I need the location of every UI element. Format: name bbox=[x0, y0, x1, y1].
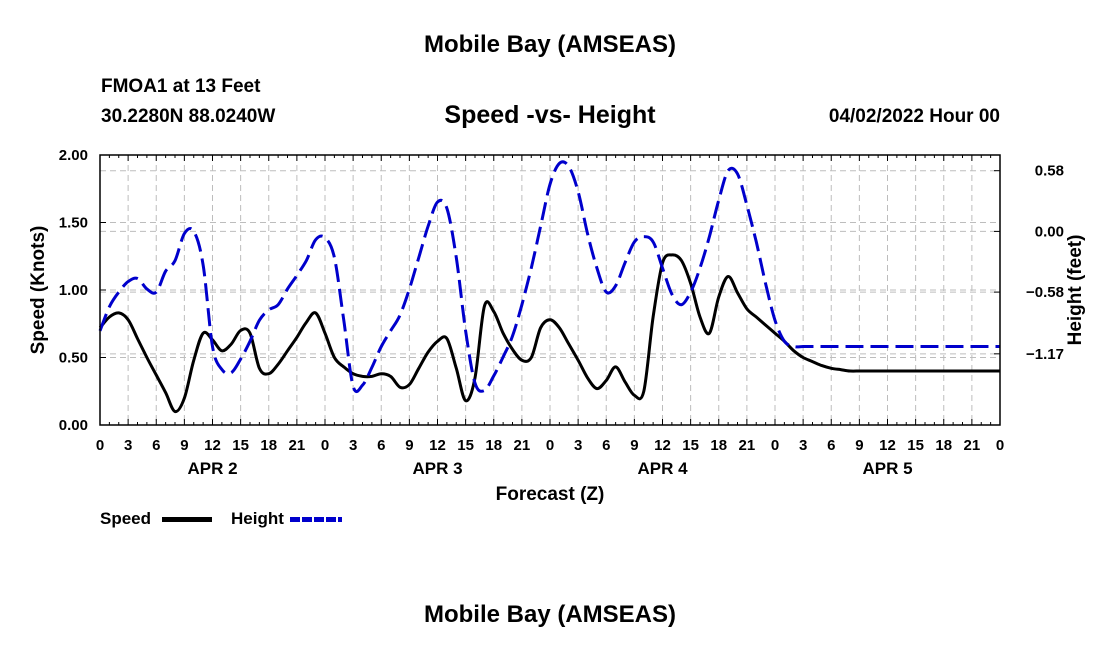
y2-tick-label: 0.00 bbox=[1035, 223, 1064, 240]
y-tick-label: 0.50 bbox=[59, 350, 88, 367]
x-tick-label: 21 bbox=[514, 437, 531, 454]
x-tick-label: 9 bbox=[405, 437, 413, 454]
x-tick-label: 0 bbox=[996, 437, 1004, 454]
x-tick-label: 6 bbox=[152, 437, 160, 454]
x-tick-label: 18 bbox=[260, 437, 277, 454]
x-tick-label: 3 bbox=[574, 437, 582, 454]
y-tick-label: 2.00 bbox=[59, 147, 88, 164]
speed-height-chart: 0 3 6 9 12 15 18 21 0 3 6 9 12 15 18 21 0 3 6 9 12 15 18 21 0 3 6 9… bbox=[28, 147, 1086, 505]
legend-speed-swatch bbox=[162, 517, 212, 522]
x-tick-label: 15 bbox=[457, 437, 474, 454]
y2-tick-label: 0.58 bbox=[1035, 163, 1064, 180]
x-tick-label: 15 bbox=[682, 437, 699, 454]
x-tick-label: 18 bbox=[485, 437, 502, 454]
y-axis-title: Speed (Knots) bbox=[28, 226, 49, 355]
x-tick-label: 3 bbox=[124, 437, 132, 454]
x-tick-label: 0 bbox=[321, 437, 329, 454]
x-tick-label: 9 bbox=[630, 437, 638, 454]
legend-speed-label: Speed bbox=[100, 509, 152, 528]
x-tick-label: 15 bbox=[907, 437, 924, 454]
day-label: APR 4 bbox=[637, 459, 688, 478]
y2-tick-label: −1.17 bbox=[1026, 346, 1064, 363]
series-layer bbox=[98, 160, 1000, 414]
day-label: APR 5 bbox=[862, 459, 912, 478]
station-name: FMOA1 at 13 Feet bbox=[101, 76, 261, 97]
series-line-height bbox=[98, 160, 1000, 394]
y-tick-label: 1.00 bbox=[59, 282, 88, 299]
x-tick-label: 9 bbox=[855, 437, 863, 454]
y-tick-label: 0.00 bbox=[59, 417, 88, 434]
legend-height-swatch bbox=[290, 517, 342, 522]
x-tick-label: 12 bbox=[654, 437, 671, 454]
x-tick-label: 0 bbox=[96, 437, 104, 454]
x-tick-label: 0 bbox=[546, 437, 554, 454]
x-tick-label: 18 bbox=[710, 437, 727, 454]
station-location: 30.2280N 88.0240W bbox=[101, 106, 276, 127]
x-tick-label: 21 bbox=[739, 437, 756, 454]
x-tick-label: 12 bbox=[204, 437, 221, 454]
x-tick-label: 15 bbox=[232, 437, 249, 454]
label-layer: 0 3 6 9 12 15 18 21 0 3 6 9 12 15 18 21 0 3 6 9 12 15 18 21 0 3 6 9… bbox=[28, 147, 1086, 505]
day-label: APR 2 bbox=[187, 459, 237, 478]
x-axis-title: Forecast (Z) bbox=[496, 484, 605, 505]
chart-main-title: Mobile Bay (AMSEAS) bbox=[423, 31, 677, 58]
x-tick-label: 9 bbox=[180, 437, 188, 454]
x-tick-label: 18 bbox=[935, 437, 952, 454]
x-tick-label: 6 bbox=[602, 437, 610, 454]
x-tick-label: 21 bbox=[964, 437, 981, 454]
legend-height-label: Height bbox=[231, 509, 284, 528]
x-tick-label: 12 bbox=[429, 437, 446, 454]
y-tick-label: 1.50 bbox=[59, 215, 88, 232]
x-tick-label: 6 bbox=[827, 437, 835, 454]
x-tick-label: 6 bbox=[377, 437, 385, 454]
x-tick-label: 12 bbox=[879, 437, 896, 454]
footer-title: Mobile Bay (AMSEAS) bbox=[423, 601, 677, 628]
grid-layer bbox=[100, 155, 1000, 425]
forecast-datetime: 04/02/2022 Hour 00 bbox=[828, 106, 1000, 127]
y2-axis-title: Height (feet) bbox=[1065, 235, 1086, 346]
x-tick-label: 3 bbox=[799, 437, 807, 454]
x-tick-label: 0 bbox=[771, 437, 779, 454]
y2-tick-label: −0.58 bbox=[1026, 284, 1064, 301]
x-tick-label: 21 bbox=[289, 437, 306, 454]
series-line-speed bbox=[98, 253, 1000, 414]
day-label: APR 3 bbox=[412, 459, 462, 478]
tick-layer bbox=[99, 154, 1001, 426]
x-tick-label: 3 bbox=[349, 437, 357, 454]
chart-subtitle: Speed -vs- Height bbox=[444, 101, 656, 129]
